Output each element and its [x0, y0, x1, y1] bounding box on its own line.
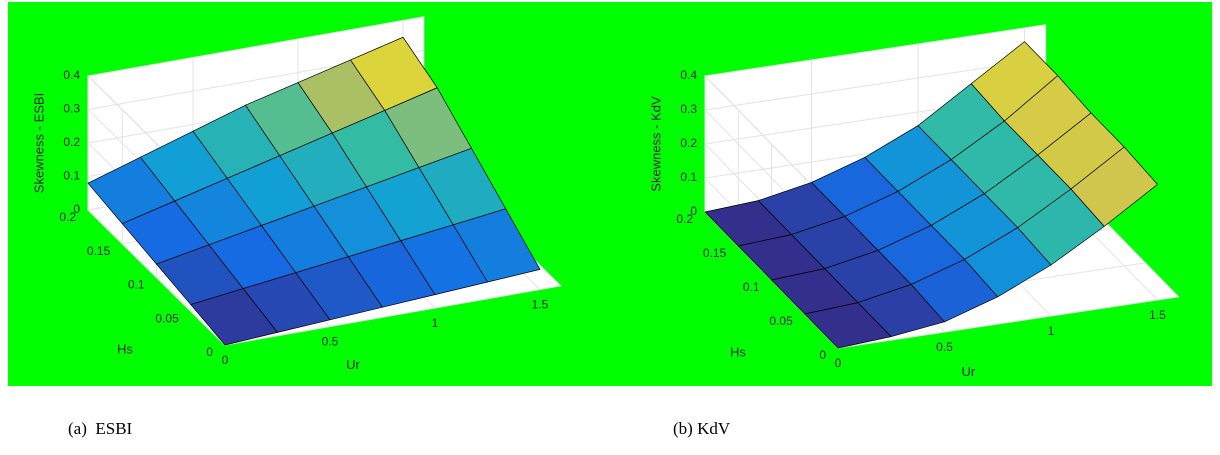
caption: (b) KdV [673, 419, 731, 438]
y-tick-label: 0.05 [769, 314, 793, 328]
y-axis-label: Hs [117, 341, 133, 356]
z-tick-label: 0 [73, 202, 80, 216]
z-tick-label: 0.1 [63, 169, 80, 183]
x-tick-label: 0 [835, 356, 842, 370]
grid-line [87, 16, 425, 77]
z-tick-label: 0.2 [680, 136, 697, 150]
x-tick-label: 0 [222, 353, 229, 367]
x-tick-label: 1 [432, 316, 439, 330]
x-tick-label: 1 [1048, 324, 1055, 338]
x-tick-label: 1.5 [1149, 308, 1166, 322]
x-tick-label: 0.5 [322, 335, 339, 349]
caption: (a) ESBI [68, 419, 133, 438]
grid-line [224, 285, 562, 346]
surface-chart: 00.511.500.050.10.150.200.10.20.30.4UrHs… [604, 2, 1212, 438]
y-tick-label: 0 [819, 348, 826, 362]
surface-chart: 00.511.500.050.10.150.200.10.20.30.4UrHs… [8, 2, 604, 438]
z-axis-label: Skewness - ESBI [31, 93, 46, 193]
surface-patch [452, 208, 541, 283]
y-tick-label: 0.1 [128, 278, 145, 292]
x-axis-label: Ur [962, 364, 976, 379]
x-tick-label: 1.5 [532, 298, 549, 312]
y-axis-label: Hs [730, 344, 746, 359]
z-tick-label: 0.2 [63, 135, 80, 149]
grid-line [704, 24, 1046, 77]
y-tick-label: 0.1 [743, 280, 760, 294]
grid-line [87, 209, 226, 346]
y-tick-label: 0.15 [703, 246, 727, 260]
z-tick-label: 0.1 [680, 170, 697, 184]
y-tick-label: 0.15 [87, 244, 111, 258]
z-tick-label: 0.3 [63, 102, 80, 116]
x-axis-label: Ur [346, 357, 360, 372]
y-tick-label: 0 [206, 345, 213, 359]
z-tick-label: 0 [690, 204, 697, 218]
surface-patch [1070, 146, 1158, 227]
z-tick-label: 0.4 [680, 68, 697, 82]
x-tick-label: 0.5 [936, 340, 953, 354]
y-tick-label: 0.2 [676, 212, 693, 226]
grid-line [704, 58, 1046, 111]
grid-line [837, 296, 1179, 349]
z-axis-label: Skewness - KdV [648, 96, 663, 192]
z-tick-label: 0.3 [680, 102, 697, 116]
y-tick-label: 0.05 [155, 311, 179, 325]
y-tick-label: 0.2 [59, 210, 76, 224]
z-tick-label: 0.4 [63, 68, 80, 82]
